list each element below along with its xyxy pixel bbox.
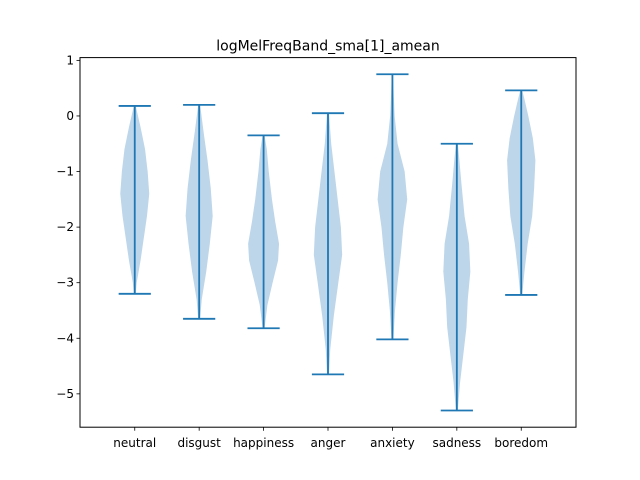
x-tick-label: sadness: [432, 436, 481, 450]
violin-lines: [118, 73, 538, 412]
x-tick-label: disgust: [177, 436, 221, 450]
y-axis: 1 0 −1 −2 −3 −4 −5: [56, 53, 80, 401]
x-tick-label: boredom: [494, 436, 548, 450]
x-tick-label: happiness: [233, 436, 294, 450]
y-tick-label: 0: [66, 109, 74, 123]
y-tick-label: −5: [56, 387, 74, 401]
x-tick-label: neutral: [113, 436, 156, 450]
x-axis: neutral disgust happiness anger anxiety sadne…: [113, 427, 548, 450]
y-tick-label: −2: [56, 220, 74, 234]
y-tick-label: −3: [56, 276, 74, 290]
x-tick-label: anger: [311, 436, 346, 450]
x-tick-label: anxiety: [370, 436, 415, 450]
y-tick-label: −4: [56, 331, 74, 345]
y-tick-label: 1: [66, 53, 74, 67]
y-tick-label: −1: [56, 165, 74, 179]
chart-title: logMelFreqBand_sma[1]_amean: [216, 39, 439, 55]
